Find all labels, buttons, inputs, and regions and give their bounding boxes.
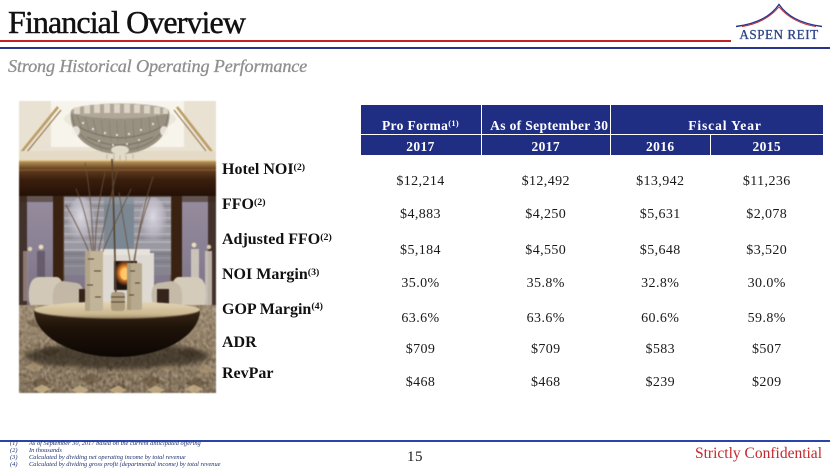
svg-text:ASPEN REIT: ASPEN REIT: [739, 27, 818, 42]
